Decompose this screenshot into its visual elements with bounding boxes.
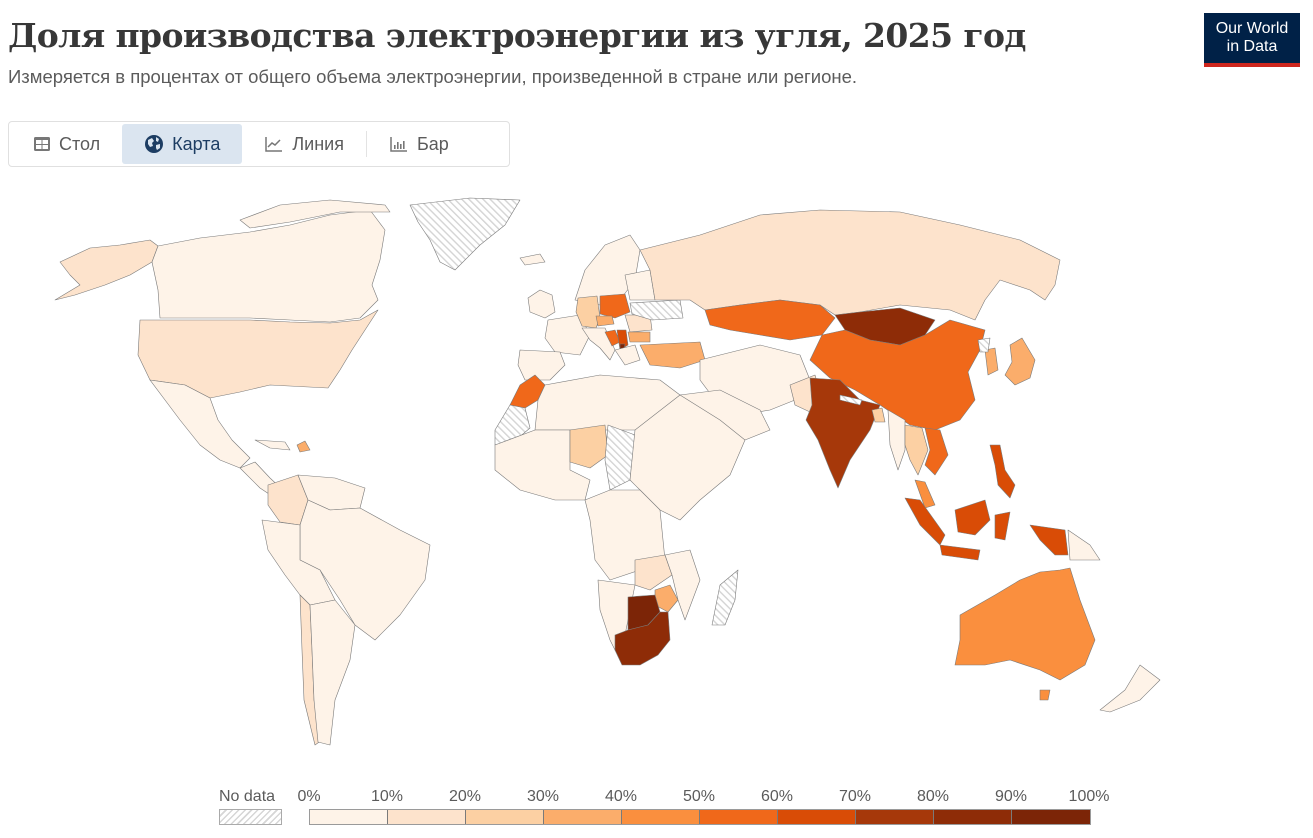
country-argentina[interactable]	[309, 599, 356, 746]
legend-color-bins	[309, 809, 1091, 825]
country-indonesia-sumatra[interactable]	[904, 497, 946, 546]
country-north-korea[interactable]	[977, 337, 991, 353]
chart-title: Доля производства электроэнергии из угля…	[8, 16, 1026, 55]
tab-map-label: Карта	[172, 133, 221, 154]
tab-bar-label: Бар	[416, 133, 449, 154]
country-new-zealand[interactable]	[1099, 664, 1161, 713]
country-mexico[interactable]	[149, 379, 251, 469]
country-dominican-republic[interactable]	[296, 440, 311, 453]
country-west-africa[interactable]	[494, 429, 591, 501]
country-greenland[interactable]	[409, 197, 521, 271]
legend-no-data-swatch[interactable]	[219, 809, 282, 825]
legend-tick-label: 30%	[526, 788, 560, 805]
country-niger[interactable]	[569, 424, 609, 469]
legend-tick-label: 70%	[838, 788, 872, 805]
country-iceland[interactable]	[519, 253, 546, 266]
tab-bar[interactable]: Бар	[367, 124, 471, 164]
line-chart-icon	[264, 135, 284, 153]
country-czechia[interactable]	[595, 315, 615, 327]
country-brazil[interactable]	[299, 499, 431, 641]
country-india[interactable]	[805, 377, 881, 489]
country-malaysia[interactable]	[914, 479, 936, 509]
country-mozambique-malawi[interactable]	[664, 549, 701, 621]
legend-bin-0-10[interactable]	[310, 810, 388, 824]
country-arabia[interactable]	[679, 389, 771, 441]
legend-bin-90-100[interactable]	[1012, 810, 1090, 824]
color-legend: No data 0% 10% 20% 30% 40% 50% 60% 70% 80% 90% 100…	[0, 780, 1313, 838]
country-papua-indonesia[interactable]	[1029, 524, 1069, 556]
country-chad[interactable]	[604, 424, 636, 491]
country-canada-islands[interactable]	[239, 199, 391, 229]
table-icon	[33, 136, 51, 152]
legend-bin-40-50[interactable]	[622, 810, 700, 824]
country-poland[interactable]	[599, 293, 631, 319]
country-uk-ireland[interactable]	[527, 289, 556, 319]
country-russia[interactable]	[639, 209, 1061, 321]
country-shapes[interactable]	[54, 197, 1161, 746]
legend-bin-10-20[interactable]	[388, 810, 466, 824]
country-canada[interactable]	[151, 209, 386, 323]
tab-line-label: Линия	[292, 133, 344, 154]
tab-table[interactable]: Стол	[11, 124, 122, 164]
country-papua-new-guinea[interactable]	[1067, 529, 1101, 561]
tab-map[interactable]: Карта	[122, 124, 243, 164]
legend-tick-label: 80%	[916, 788, 950, 805]
tab-table-label: Стол	[59, 133, 101, 154]
legend-bin-20-30[interactable]	[466, 810, 544, 824]
country-sulawesi[interactable]	[994, 511, 1011, 541]
legend-bin-80-90[interactable]	[934, 810, 1012, 824]
legend-tick-label: 90%	[994, 788, 1028, 805]
country-madagascar[interactable]	[711, 569, 739, 626]
country-tasmania[interactable]	[1039, 689, 1051, 701]
legend-tick-label: 10%	[370, 788, 404, 805]
country-bangladesh[interactable]	[871, 407, 886, 423]
country-myanmar[interactable]	[887, 409, 906, 471]
legend-tick-label: 60%	[760, 788, 794, 805]
legend-tick-label: 100%	[1068, 788, 1110, 805]
legend-bin-30-40[interactable]	[544, 810, 622, 824]
legend-tick-label: 20%	[448, 788, 482, 805]
logo-line-2: in Data	[1226, 38, 1278, 55]
logo-line-1: Our World	[1215, 20, 1289, 37]
country-korea[interactable]	[984, 347, 999, 376]
legend-tick-label: 40%	[604, 788, 638, 805]
country-cuba[interactable]	[254, 439, 291, 451]
country-australia[interactable]	[954, 567, 1096, 681]
world-map[interactable]	[0, 180, 1313, 770]
legend-tick-label: 50%	[682, 788, 716, 805]
view-tabs: Стол Карта Линия Бар	[8, 121, 510, 167]
tab-divider	[365, 131, 367, 157]
country-nepal[interactable]	[839, 394, 863, 406]
country-china[interactable]	[809, 319, 986, 431]
legend-bin-70-80[interactable]	[856, 810, 934, 824]
country-japan[interactable]	[1004, 337, 1036, 386]
country-zambia[interactable]	[634, 554, 673, 591]
country-philippines[interactable]	[989, 444, 1016, 499]
country-borneo[interactable]	[954, 499, 991, 536]
country-ukraine[interactable]	[629, 299, 684, 321]
globe-icon	[144, 134, 164, 154]
choropleth-map[interactable]	[0, 180, 1313, 770]
bar-chart-icon	[389, 135, 409, 153]
legend-bin-50-60[interactable]	[700, 810, 778, 824]
country-indonesia-java[interactable]	[939, 544, 981, 561]
country-alaska[interactable]	[54, 239, 159, 301]
country-thailand-laos[interactable]	[904, 424, 929, 476]
country-south-africa[interactable]	[614, 611, 671, 666]
legend-bin-60-70[interactable]	[778, 810, 856, 824]
country-bulgaria[interactable]	[627, 331, 651, 343]
chart-subtitle: Измеряется в процентах от общего объема …	[8, 66, 858, 87]
legend-no-data-label: No data	[219, 788, 276, 805]
country-turkey[interactable]	[639, 341, 706, 369]
country-vietnam-cambodia[interactable]	[924, 427, 949, 476]
tab-line[interactable]: Линия	[242, 124, 366, 164]
country-spain-portugal[interactable]	[517, 349, 566, 381]
country-greece-balkans[interactable]	[614, 344, 641, 366]
legend-tick-label: 0%	[297, 788, 321, 805]
owid-logo[interactable]: Our World in Data	[1204, 13, 1300, 67]
